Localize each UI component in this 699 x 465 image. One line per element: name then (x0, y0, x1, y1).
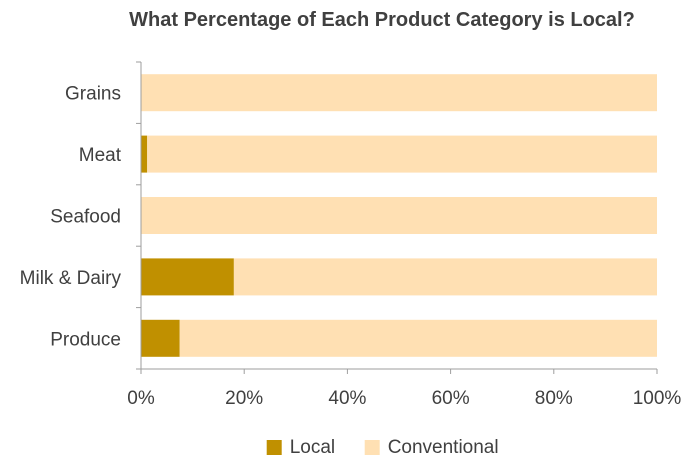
legend-swatch-local (266, 440, 282, 455)
x-tick-label: 100% (633, 388, 682, 409)
x-tick-label: 60% (432, 388, 470, 409)
bars-layer (141, 74, 657, 357)
category-label: Grains (65, 84, 121, 105)
bar-conventional-grains (141, 74, 657, 112)
bar-conventional-produce (179, 319, 657, 357)
legend-swatch-conventional (364, 440, 380, 455)
bar-local-milk-dairy (141, 258, 234, 296)
x-tick-label: 80% (535, 388, 573, 409)
category-label: Seafood (50, 207, 121, 228)
bar-local-meat (141, 135, 148, 173)
legend-label-local: Local (290, 437, 335, 458)
x-tick-label: 0% (127, 388, 155, 409)
x-tick-label: 20% (225, 388, 263, 409)
category-label: Produce (50, 329, 121, 350)
bar-conventional-seafood (141, 197, 657, 234)
category-label: Meat (79, 145, 122, 166)
legend: Local Conventional (266, 437, 499, 458)
category-labels: Grains Meat Seafood Milk & Dairy Produce (20, 84, 122, 351)
legend-label-conventional: Conventional (388, 437, 499, 458)
category-label: Milk & Dairy (20, 268, 122, 289)
x-tick-labels: 0% 20% 40% 60% 80% 100% (127, 388, 681, 409)
bar-local-produce (141, 319, 180, 357)
x-tick-label: 40% (328, 388, 366, 409)
axes-layer (136, 61, 658, 374)
chart-title: What Percentage of Each Product Category… (129, 9, 635, 31)
bar-conventional-milk-dairy (233, 258, 657, 296)
bar-conventional-meat (147, 135, 657, 173)
